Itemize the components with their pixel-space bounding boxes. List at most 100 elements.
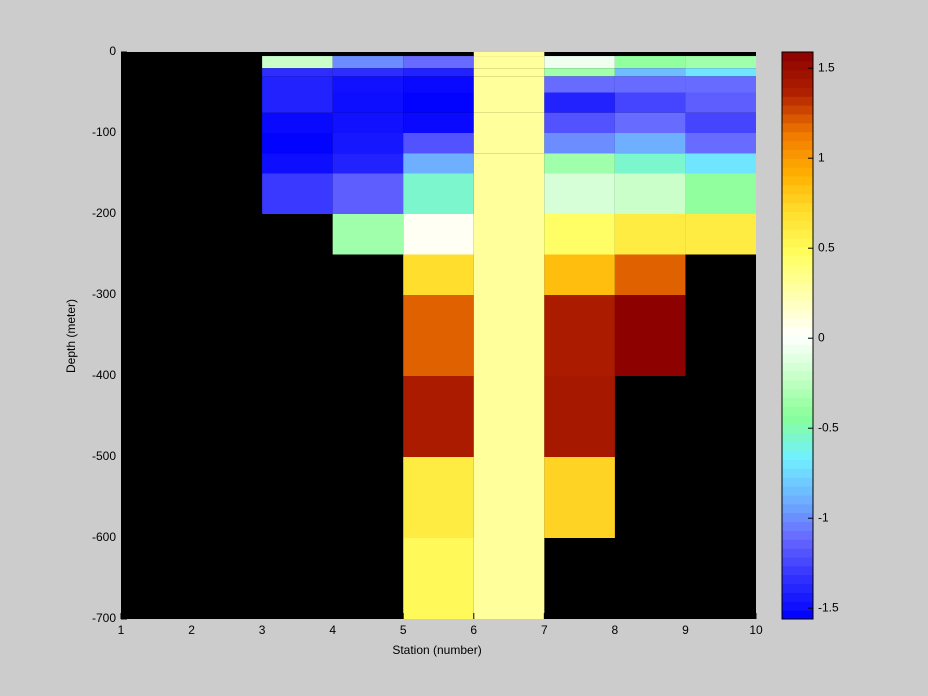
heat-cell bbox=[544, 112, 615, 133]
heat-cell bbox=[685, 133, 756, 154]
colorbar-band bbox=[782, 406, 813, 416]
heat-cell bbox=[332, 76, 404, 93]
heat-cell bbox=[544, 376, 615, 457]
heat-cell bbox=[685, 112, 756, 133]
heat-cell bbox=[473, 68, 545, 77]
heat-cell bbox=[544, 133, 615, 154]
heat-cell bbox=[544, 56, 615, 69]
heat-cell bbox=[262, 153, 333, 174]
heat-cell bbox=[262, 76, 333, 93]
colorbar-band bbox=[782, 220, 813, 230]
colorbar-band bbox=[782, 202, 813, 212]
heat-cell bbox=[473, 133, 545, 154]
heat-cell bbox=[403, 112, 474, 133]
colorbar-band bbox=[782, 503, 813, 514]
colorbar-band bbox=[782, 255, 813, 266]
heat-cell bbox=[403, 295, 474, 376]
colorbar-band bbox=[782, 238, 813, 248]
x-tick-label: 7 bbox=[541, 623, 548, 637]
heat-cell bbox=[544, 68, 615, 77]
x-tick-label: 1 bbox=[118, 623, 125, 637]
heat-cell bbox=[685, 92, 756, 113]
colorbar-band bbox=[782, 60, 813, 71]
colorbar-band bbox=[782, 78, 813, 88]
colorbar-band bbox=[782, 353, 813, 363]
colorbar-band bbox=[782, 149, 813, 159]
heat-cell bbox=[403, 92, 474, 113]
heat-cell bbox=[614, 214, 686, 255]
colorbar-band bbox=[782, 158, 813, 168]
colorbar-band bbox=[782, 131, 813, 142]
colorbar-band bbox=[782, 114, 813, 124]
heat-cell bbox=[403, 254, 474, 295]
heat-cell bbox=[403, 173, 474, 214]
colorbar-band bbox=[782, 424, 813, 434]
heat-cell bbox=[544, 92, 615, 113]
colorbar-band bbox=[782, 326, 813, 336]
y-tick-label: -300 bbox=[92, 287, 116, 301]
heat-cell bbox=[473, 457, 545, 538]
y-tick-label: 0 bbox=[109, 44, 116, 58]
colorbar-band bbox=[782, 494, 813, 505]
colorbar-band bbox=[782, 565, 813, 576]
heat-cell bbox=[473, 76, 545, 93]
heat-cell bbox=[544, 457, 615, 538]
heat-cell bbox=[473, 112, 545, 133]
colorbar-band bbox=[782, 441, 813, 452]
heat-cell bbox=[332, 214, 404, 255]
heat-cell bbox=[544, 76, 615, 93]
heat-cell bbox=[332, 68, 404, 77]
heat-cell bbox=[614, 76, 686, 93]
heat-cell bbox=[685, 56, 756, 69]
colorbar-band bbox=[782, 362, 813, 372]
colorbar-band bbox=[782, 69, 813, 80]
heat-cell bbox=[614, 112, 686, 133]
y-tick-label: -500 bbox=[92, 449, 116, 463]
y-tick-label: -600 bbox=[92, 530, 116, 544]
colorbar-band bbox=[782, 184, 813, 195]
colorbar-band bbox=[782, 335, 813, 345]
heat-cell bbox=[614, 254, 686, 295]
colorbar-band bbox=[782, 415, 813, 425]
colorbar-band bbox=[782, 539, 813, 549]
colorbar-band bbox=[782, 229, 813, 239]
colorbar-frame bbox=[781, 51, 814, 620]
heat-cell bbox=[262, 68, 333, 77]
heat-cell bbox=[473, 376, 545, 457]
x-tick-label: 6 bbox=[470, 623, 477, 637]
heat-cell bbox=[403, 538, 474, 619]
heat-cell bbox=[473, 153, 545, 174]
colorbar-band bbox=[782, 193, 813, 204]
heat-cell bbox=[332, 92, 404, 113]
heat-cell bbox=[262, 173, 333, 214]
heat-cell bbox=[403, 56, 474, 69]
heat-cell bbox=[262, 133, 333, 154]
heat-cell bbox=[685, 76, 756, 93]
colorbar-band bbox=[782, 556, 813, 567]
colorbar-band bbox=[782, 477, 813, 487]
heat-cell bbox=[614, 68, 686, 77]
heat-cell bbox=[473, 538, 545, 619]
colorbar-tick-label: -1 bbox=[818, 510, 829, 524]
colorbar-band bbox=[782, 450, 813, 461]
colorbar-band bbox=[782, 211, 813, 221]
colorbar-band bbox=[782, 317, 813, 328]
heat-cell bbox=[473, 56, 545, 69]
colorbar-band bbox=[782, 308, 813, 319]
colorbar-band bbox=[782, 291, 813, 301]
colorbar-band bbox=[782, 379, 813, 390]
colorbar-band bbox=[782, 530, 813, 540]
heat-cell bbox=[262, 92, 333, 113]
heat-cell bbox=[403, 376, 474, 457]
colorbar-band bbox=[782, 264, 813, 274]
colorbar-tick-label: -0.5 bbox=[818, 420, 839, 434]
colorbar-band bbox=[782, 468, 813, 478]
heat-cell bbox=[473, 214, 545, 255]
x-tick-label: 10 bbox=[749, 623, 763, 637]
colorbar-band bbox=[782, 87, 813, 97]
colorbar-band bbox=[782, 282, 813, 292]
y-axis-label: Depth (meter) bbox=[64, 299, 78, 373]
colorbar-band bbox=[782, 122, 813, 133]
colorbar-band bbox=[782, 96, 813, 106]
